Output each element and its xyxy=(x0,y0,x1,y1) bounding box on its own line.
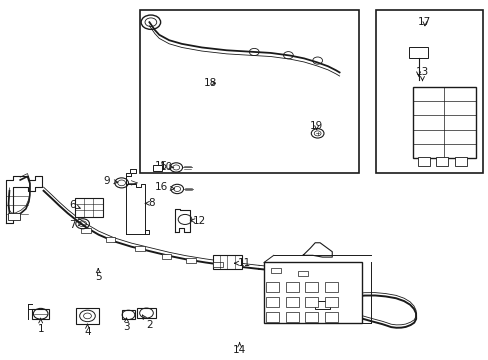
Bar xyxy=(325,282,337,292)
Text: 19: 19 xyxy=(309,121,323,131)
Text: 10: 10 xyxy=(156,162,173,172)
Bar xyxy=(153,165,161,171)
Text: 17: 17 xyxy=(417,17,430,27)
Bar xyxy=(375,10,483,173)
Bar xyxy=(140,10,358,173)
Text: 4: 4 xyxy=(84,324,91,337)
Bar xyxy=(285,282,298,292)
Bar xyxy=(271,268,281,273)
Text: 18: 18 xyxy=(203,78,217,88)
Bar xyxy=(212,255,242,269)
Text: 2: 2 xyxy=(142,315,152,330)
Bar xyxy=(298,271,307,276)
Bar xyxy=(105,237,115,242)
Bar xyxy=(135,246,144,251)
Text: 12: 12 xyxy=(190,216,206,226)
Bar xyxy=(161,254,171,259)
Text: 14: 14 xyxy=(232,342,246,355)
Bar xyxy=(264,262,361,323)
Bar xyxy=(454,157,466,166)
Bar xyxy=(435,157,447,166)
Bar xyxy=(305,297,318,307)
Text: 15: 15 xyxy=(155,161,173,171)
Bar xyxy=(325,312,337,321)
Bar xyxy=(305,282,318,292)
Bar xyxy=(212,262,222,267)
Bar xyxy=(266,282,279,292)
Text: 3: 3 xyxy=(123,318,129,332)
Text: 13: 13 xyxy=(415,67,428,81)
Text: 16: 16 xyxy=(155,182,174,192)
Bar xyxy=(285,312,298,321)
Text: 11: 11 xyxy=(234,258,251,268)
Bar xyxy=(417,157,429,166)
Bar xyxy=(325,297,337,307)
Bar xyxy=(408,47,427,58)
Bar xyxy=(412,87,475,158)
Bar xyxy=(315,301,329,309)
Bar xyxy=(185,258,195,263)
Text: 1: 1 xyxy=(37,318,44,334)
Bar xyxy=(305,312,318,321)
Bar xyxy=(81,228,91,233)
Bar xyxy=(7,213,20,220)
Text: 9: 9 xyxy=(103,176,118,186)
Bar xyxy=(76,308,99,324)
Text: 7: 7 xyxy=(69,220,81,230)
Bar xyxy=(266,297,279,307)
Text: 8: 8 xyxy=(145,198,155,208)
Bar xyxy=(32,309,49,319)
Bar xyxy=(75,198,103,217)
Bar xyxy=(266,312,279,321)
Bar xyxy=(285,297,298,307)
Bar xyxy=(122,310,135,319)
Bar xyxy=(137,308,156,318)
Text: 5: 5 xyxy=(95,269,102,282)
Text: 6: 6 xyxy=(69,200,80,210)
